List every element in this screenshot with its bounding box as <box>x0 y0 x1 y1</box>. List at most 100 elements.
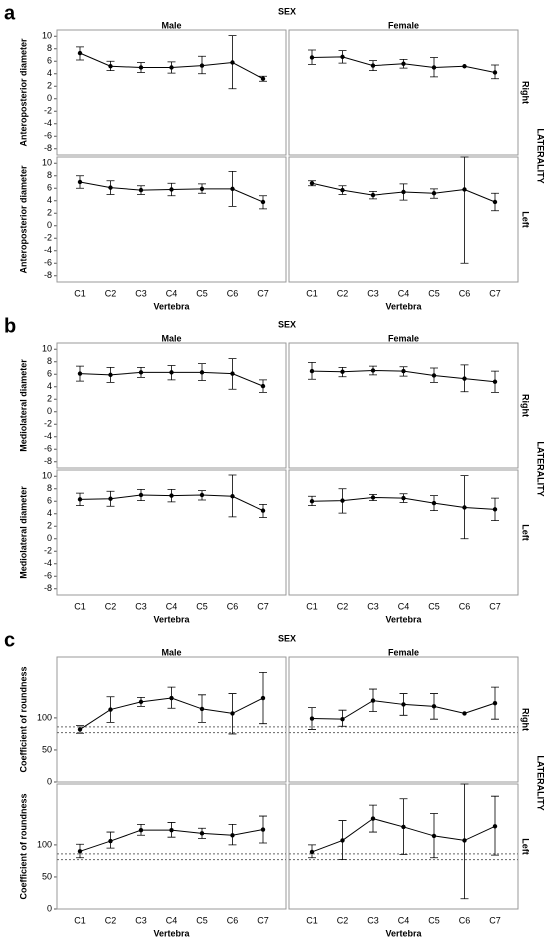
y-tick-label: -2 <box>44 546 52 556</box>
data-point <box>340 187 345 193</box>
panel-frame <box>288 156 519 283</box>
y-tick-label: 8 <box>47 356 52 366</box>
y-tick-label: 10 <box>42 158 52 168</box>
y-tick-label: 10 <box>42 471 52 481</box>
panel-frame <box>56 156 287 283</box>
error-bar <box>460 156 469 264</box>
x-tick-label: C4 <box>166 288 178 298</box>
x-tick-label: C4 <box>398 601 410 611</box>
x-tick-label: C6 <box>227 915 239 925</box>
panel-frame <box>288 29 519 156</box>
data-point <box>169 493 174 498</box>
x-tick-label: C6 <box>459 601 471 611</box>
panel-frame <box>288 783 519 910</box>
x-tick-label: C5 <box>428 288 440 298</box>
y-tick-label: 6 <box>47 56 52 66</box>
facet-title: SEX <box>278 319 296 329</box>
y-tick-label: 0 <box>47 776 52 786</box>
data-point <box>340 716 345 722</box>
data-point <box>370 816 376 821</box>
data-point <box>199 492 205 498</box>
data-point <box>401 495 406 501</box>
y-tick-label: 10 <box>42 344 52 354</box>
data-point <box>370 368 376 373</box>
data-point <box>108 372 113 378</box>
x-axis-label: Vertebra <box>385 301 422 311</box>
data-point <box>260 508 266 513</box>
y-tick-label: 6 <box>47 496 52 506</box>
x-tick-label: C7 <box>489 601 501 611</box>
x-axis-label: Vertebra <box>153 614 190 624</box>
data-point <box>169 65 174 70</box>
data-point <box>199 706 205 712</box>
column-title: Male <box>161 20 181 30</box>
data-point <box>401 702 406 707</box>
y-tick-label: 6 <box>47 183 52 193</box>
x-tick-label: C5 <box>196 288 208 298</box>
data-point <box>138 65 144 70</box>
x-tick-label: C4 <box>398 915 410 925</box>
x-tick-label: C6 <box>227 601 239 611</box>
y-tick-label: 4 <box>47 381 52 391</box>
data-point <box>230 186 235 192</box>
row-title: Right <box>521 81 531 104</box>
row-title: Left <box>521 211 531 228</box>
x-tick-label: C7 <box>257 601 269 611</box>
y-tick-label: 0 <box>47 903 52 913</box>
data-point <box>260 199 266 205</box>
y-tick-label: 2 <box>47 394 52 404</box>
x-tick-label: C3 <box>135 288 147 298</box>
row-title: Left <box>521 524 531 541</box>
x-tick-label: C5 <box>196 601 208 611</box>
data-point <box>492 700 498 706</box>
data-point <box>260 76 266 81</box>
data-point <box>431 704 437 709</box>
x-tick-label: C3 <box>367 601 379 611</box>
data-point <box>108 707 113 712</box>
x-tick-label: C6 <box>459 915 471 925</box>
x-axis-label: Vertebra <box>385 928 422 938</box>
data-point <box>230 711 235 716</box>
x-tick-label: C5 <box>196 915 208 925</box>
panel-frame <box>288 342 519 469</box>
x-tick-label: C1 <box>306 601 318 611</box>
x-tick-label: C4 <box>166 915 178 925</box>
panel-frame <box>288 656 519 783</box>
data-point <box>431 833 437 839</box>
data-point <box>169 827 174 833</box>
x-tick-label: C2 <box>105 915 117 925</box>
data-point <box>108 496 113 501</box>
data-point <box>309 849 315 855</box>
data-point <box>77 849 83 854</box>
data-point <box>169 695 174 701</box>
x-tick-label: C7 <box>489 915 501 925</box>
y-tick-label: 2 <box>47 208 52 218</box>
y-axis-label: Coefficient of roundness <box>18 666 28 772</box>
data-point <box>431 65 437 70</box>
data-point <box>260 695 266 701</box>
column-title: Female <box>388 647 419 657</box>
y-tick-label: -2 <box>44 233 52 243</box>
data-point <box>169 187 174 192</box>
data-point <box>260 383 266 389</box>
data-point <box>230 60 235 65</box>
x-tick-label: C3 <box>367 288 379 298</box>
data-point <box>340 498 345 503</box>
data-point <box>309 499 315 504</box>
x-tick-label: C1 <box>74 601 86 611</box>
panel-frame <box>56 656 287 783</box>
data-point <box>108 838 113 844</box>
data-point <box>77 50 83 56</box>
y-tick-label: -6 <box>44 258 52 268</box>
row-title: Right <box>521 708 531 731</box>
x-tick-label: C6 <box>227 288 239 298</box>
y-tick-label: 8 <box>47 170 52 180</box>
panel-frame <box>56 783 287 910</box>
data-point <box>401 189 406 195</box>
y-tick-label: 50 <box>42 871 52 881</box>
data-point <box>401 824 406 830</box>
data-point <box>431 373 437 378</box>
y-tick-label: 4 <box>47 195 52 205</box>
y-tick-label: -4 <box>44 245 52 255</box>
